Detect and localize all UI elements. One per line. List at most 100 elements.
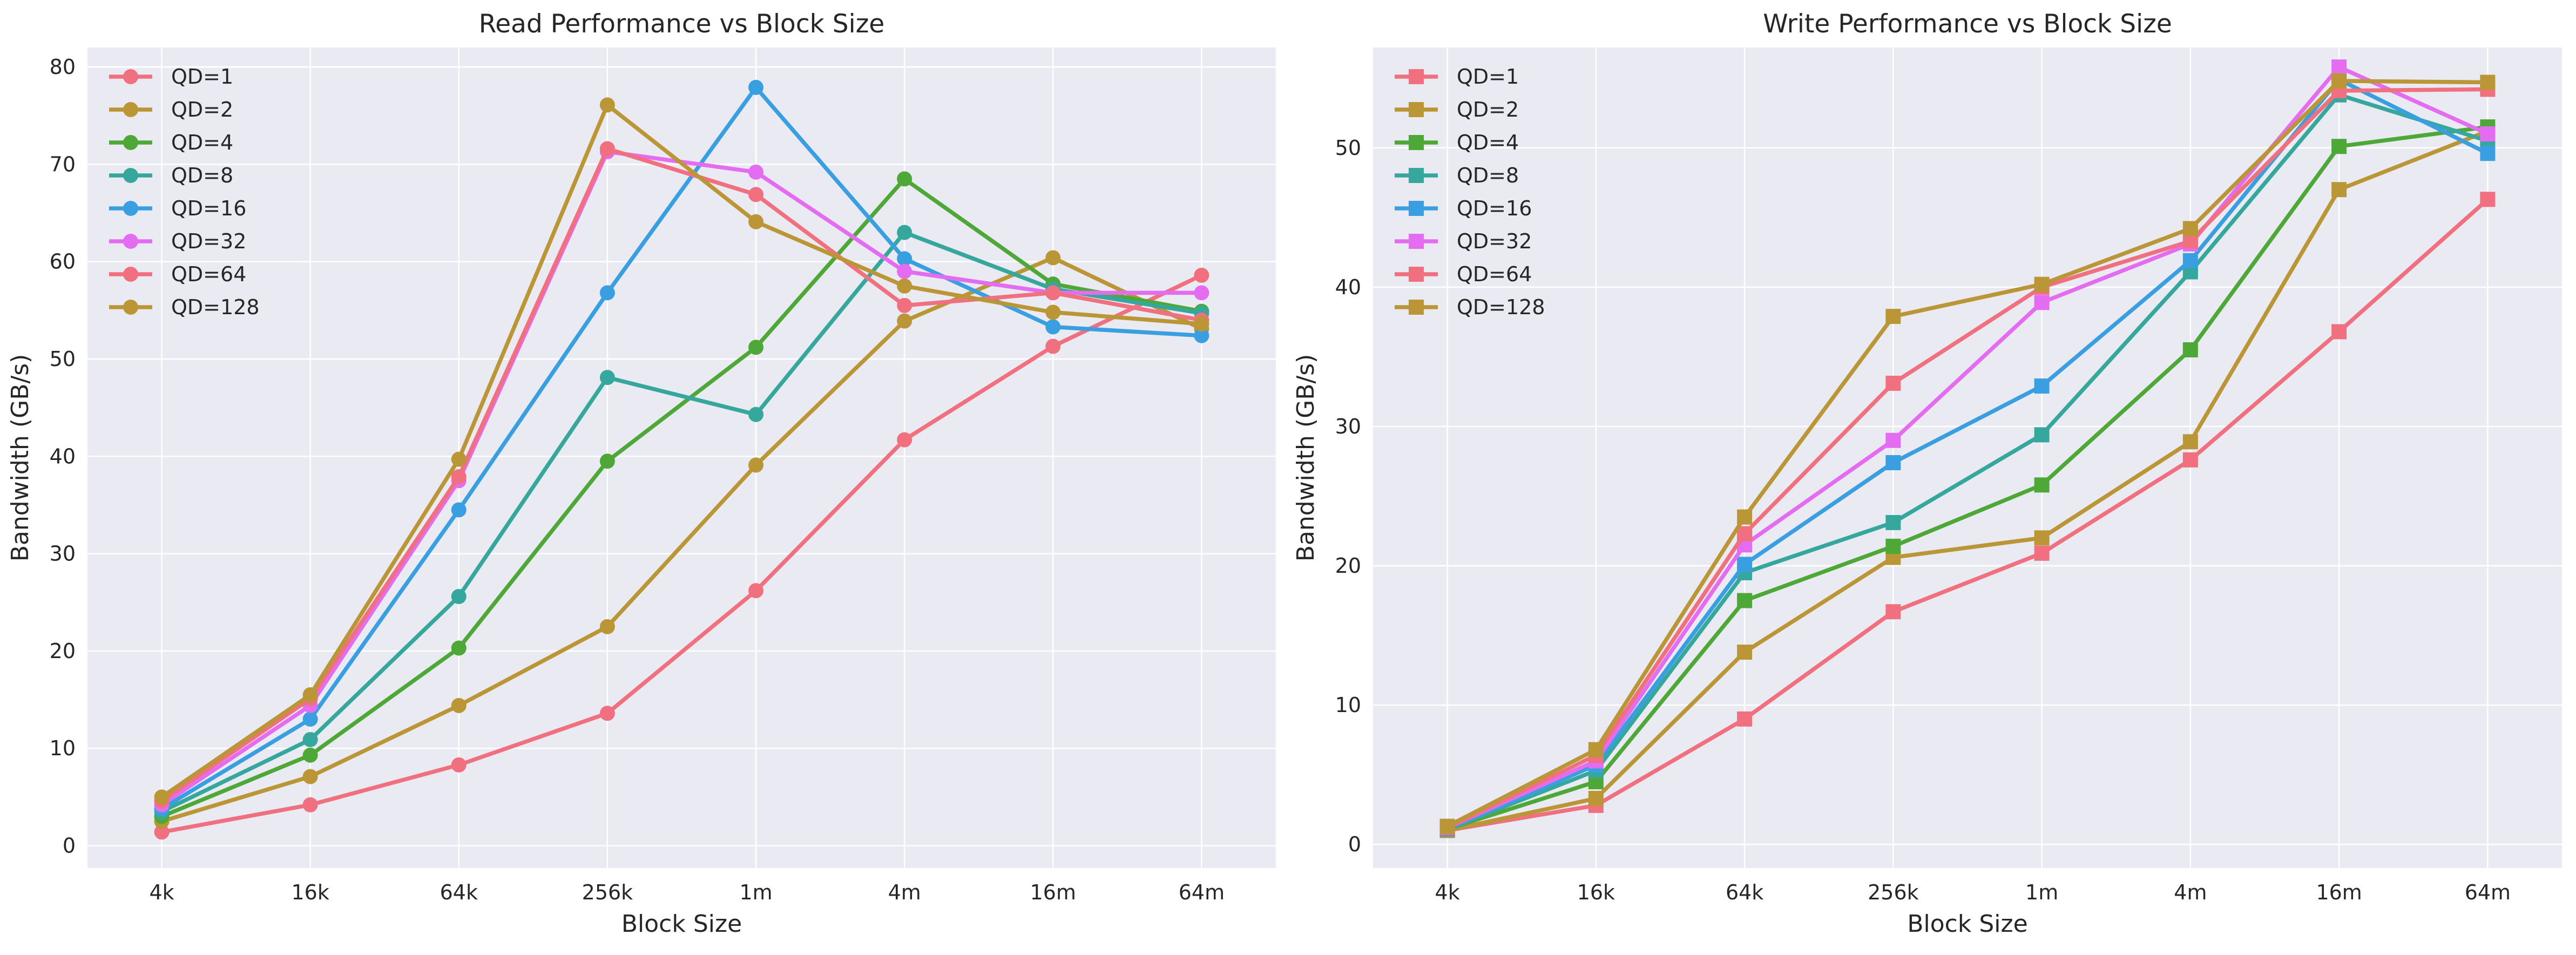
legend-marker xyxy=(1409,201,1424,216)
data-point xyxy=(451,588,466,604)
series-qd-128 xyxy=(1439,73,2496,834)
x-tick-label: 256k xyxy=(1868,881,1919,904)
data-point xyxy=(1194,328,1209,343)
data-point xyxy=(1737,645,1753,660)
y-tick-label: 30 xyxy=(1335,415,1361,438)
data-point xyxy=(1045,304,1061,320)
data-point xyxy=(451,469,466,485)
data-point xyxy=(1194,316,1209,332)
data-point xyxy=(897,432,912,448)
x-tick-label: 1m xyxy=(2025,881,2058,904)
data-point xyxy=(451,451,466,467)
plot-area xyxy=(1373,48,2562,868)
series-line xyxy=(159,230,1204,814)
data-point xyxy=(1885,604,1901,620)
data-point xyxy=(451,757,466,773)
series-qd-1 xyxy=(154,267,1209,840)
x-tick-label: 4m xyxy=(2174,881,2207,904)
data-point xyxy=(1045,250,1061,266)
legend-label: QD=8 xyxy=(1457,164,1519,187)
data-point xyxy=(748,407,764,422)
y-tick-label: 20 xyxy=(50,639,76,663)
y-axis-label: Bandwidth (GB/s) xyxy=(6,354,34,562)
legend-item: QD=64 xyxy=(109,262,246,286)
data-point xyxy=(1737,593,1753,608)
legend-marker xyxy=(1409,234,1424,249)
legend-label: QD=16 xyxy=(171,197,246,220)
x-tick-label: 64m xyxy=(1179,881,1225,904)
data-point xyxy=(2182,452,2198,468)
series-line xyxy=(159,103,1204,800)
x-tick-label: 16m xyxy=(1030,881,1076,904)
data-point xyxy=(302,687,318,703)
legend-label: QD=2 xyxy=(1457,98,1519,121)
data-point xyxy=(154,789,170,805)
data-point xyxy=(1588,742,1604,757)
data-point xyxy=(451,697,466,713)
data-point xyxy=(748,214,764,229)
series-line xyxy=(159,273,1204,835)
x-tick-label: 64k xyxy=(440,881,478,904)
data-point xyxy=(1045,338,1061,354)
data-point xyxy=(599,285,615,301)
y-tick-label: 50 xyxy=(1335,136,1361,160)
y-tick-label: 30 xyxy=(50,542,76,566)
data-point xyxy=(2034,477,2050,493)
data-point xyxy=(599,97,615,113)
x-tick-label: 4m xyxy=(888,881,921,904)
data-point xyxy=(302,747,318,763)
data-point xyxy=(748,457,764,473)
data-point xyxy=(897,171,912,187)
legend-marker xyxy=(1409,267,1424,282)
legend-label: QD=16 xyxy=(1457,197,1532,220)
data-point xyxy=(2034,530,2050,546)
legend-marker xyxy=(123,69,138,84)
data-point xyxy=(302,712,318,727)
data-point xyxy=(2034,295,2050,310)
data-point xyxy=(2034,545,2050,561)
series-line xyxy=(1445,79,2490,829)
data-point xyxy=(1885,375,1901,391)
y-axis-label: Bandwidth (GB/s) xyxy=(1292,354,1320,562)
data-point xyxy=(599,619,615,634)
data-point xyxy=(1737,557,1753,572)
data-point xyxy=(1588,790,1604,806)
chart-title: Read Performance vs Block Size xyxy=(479,9,885,39)
data-point xyxy=(2331,182,2347,198)
data-point xyxy=(2034,276,2050,292)
legend-item: QD=4 xyxy=(1395,131,1519,154)
series-line xyxy=(1445,87,2490,830)
series-line xyxy=(159,177,1204,819)
legend-marker xyxy=(123,168,138,183)
legend-item: QD=128 xyxy=(109,295,260,319)
data-point xyxy=(302,769,318,784)
data-point xyxy=(1885,515,1901,530)
data-point xyxy=(599,453,615,469)
series-line xyxy=(1445,197,2490,833)
legend-marker xyxy=(123,135,138,150)
data-point xyxy=(748,583,764,599)
data-point xyxy=(748,79,764,95)
series-qd-16 xyxy=(154,79,1209,817)
data-point xyxy=(1885,432,1901,448)
x-tick-label: 4k xyxy=(149,881,174,904)
legend-item: QD=1 xyxy=(109,65,233,89)
legend-label: QD=1 xyxy=(1457,65,1519,89)
legend-marker xyxy=(123,267,138,282)
y-tick-label: 10 xyxy=(1335,693,1361,717)
data-point xyxy=(2182,221,2198,236)
x-tick-label: 16m xyxy=(2316,881,2362,904)
series-line xyxy=(1445,125,2490,831)
series-line xyxy=(1445,77,2490,831)
legend-marker xyxy=(1409,102,1424,117)
data-point xyxy=(2480,126,2496,141)
legend-item: QD=16 xyxy=(1395,197,1532,220)
legend-item: QD=128 xyxy=(1395,295,1545,319)
data-point xyxy=(1885,538,1901,554)
x-tick-label: 64k xyxy=(1726,881,1763,904)
y-tick-label: 20 xyxy=(1335,554,1361,578)
legend-label: QD=64 xyxy=(1457,262,1532,286)
series-line xyxy=(159,146,1204,803)
legend-item: QD=64 xyxy=(1395,262,1532,286)
